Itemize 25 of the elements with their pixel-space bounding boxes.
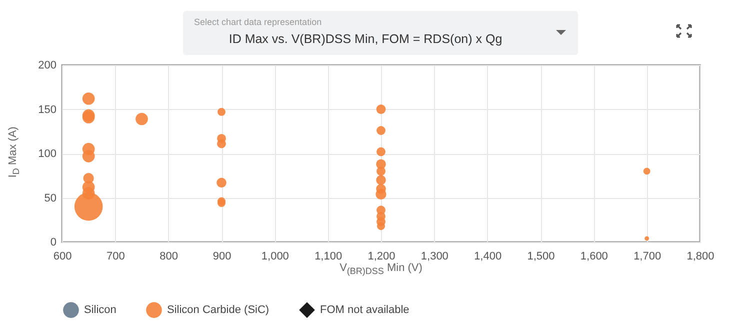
y-tick-label: 150 — [38, 104, 56, 116]
chart-title: ID Max vs. V(BR)DSS Min, FOM = RDS(on) x Qg — [228, 32, 504, 46]
legend-label: FOM not available — [320, 304, 410, 316]
x-axis-title: V$_{(BR)DSS}$ Min (V) — [338, 262, 424, 276]
legend-label: Silicon — [84, 304, 116, 316]
x-tick-label: 600 — [53, 250, 72, 262]
x-tick-label: 900 — [212, 250, 232, 262]
x-tick-label: 1,300 — [420, 250, 448, 262]
y-tick-label: 50 — [44, 192, 56, 204]
x-tick-label: 1,500 — [527, 250, 555, 262]
chart-subtitle: Select chart data representation — [194, 17, 322, 27]
x-tick-label: 700 — [106, 250, 125, 262]
x-tick-label: 800 — [160, 250, 178, 262]
y-tick-label: 100 — [38, 148, 56, 160]
y-tick-label: 0 — [50, 236, 56, 248]
y-tick-label: 200 — [38, 60, 56, 72]
x-tick-label: 1,600 — [580, 250, 608, 262]
x-tick-label: 1,400 — [474, 250, 502, 262]
x-tick-label: 1,100 — [314, 250, 342, 262]
x-tick-label: 1,200 — [368, 250, 396, 262]
x-tick-label: 1,800 — [686, 250, 714, 262]
x-tick-label: 1,700 — [634, 250, 662, 262]
x-tick-label: 1,000 — [261, 250, 289, 262]
select-field: Select chart data representation ID Max vs. V(BR)DSS Min, FOM = RDS(on) x Qg — [183, 11, 578, 55]
legend-label: Silicon Carbide (SiC) — [167, 304, 270, 316]
